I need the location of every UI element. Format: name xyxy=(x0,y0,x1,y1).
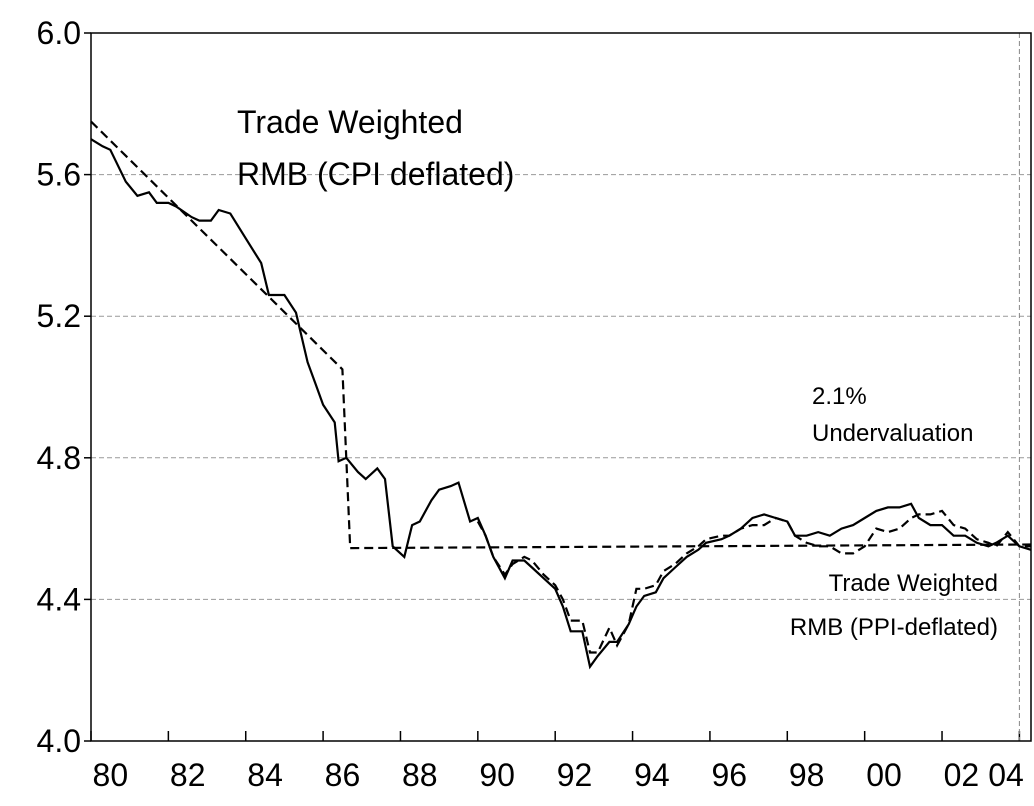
y-tick-label: 5.6 xyxy=(37,157,81,193)
x-tick-label: 90 xyxy=(479,757,515,793)
x-tick-label: 00 xyxy=(866,757,902,793)
annotation: 2.1% xyxy=(812,383,867,410)
y-tick-label: 6.0 xyxy=(37,15,81,51)
x-tick-label: 98 xyxy=(789,757,825,793)
series-line xyxy=(90,120,1032,550)
x-tick-label: 92 xyxy=(557,757,593,793)
x-tick-label: 80 xyxy=(93,757,129,793)
x-tick-label: 82 xyxy=(170,757,206,793)
series-line xyxy=(90,138,1032,670)
x-tick-label: 96 xyxy=(711,757,747,793)
y-tick-label: 4.8 xyxy=(37,440,81,476)
annotation: Trade Weighted xyxy=(237,104,463,140)
x-tick-label: 04 xyxy=(988,757,1024,793)
y-tick-label: 5.2 xyxy=(37,298,81,334)
x-tick-label: 02 xyxy=(944,757,980,793)
series-line xyxy=(476,509,1031,654)
plot-frame xyxy=(90,32,1032,742)
y-tick-label: 4.0 xyxy=(37,723,81,759)
x-tick-label: 84 xyxy=(247,757,283,793)
x-tick-label: 94 xyxy=(634,757,670,793)
annotation: Undervaluation xyxy=(812,420,973,447)
annotation: RMB (CPI deflated) xyxy=(237,156,514,192)
y-tick-label: 4.4 xyxy=(37,581,81,617)
x-tick-label: 86 xyxy=(325,757,361,793)
annotation: RMB (PPI-deflated) xyxy=(790,614,998,641)
annotation: Trade Weighted xyxy=(829,570,998,597)
x-tick-label: 88 xyxy=(402,757,438,793)
